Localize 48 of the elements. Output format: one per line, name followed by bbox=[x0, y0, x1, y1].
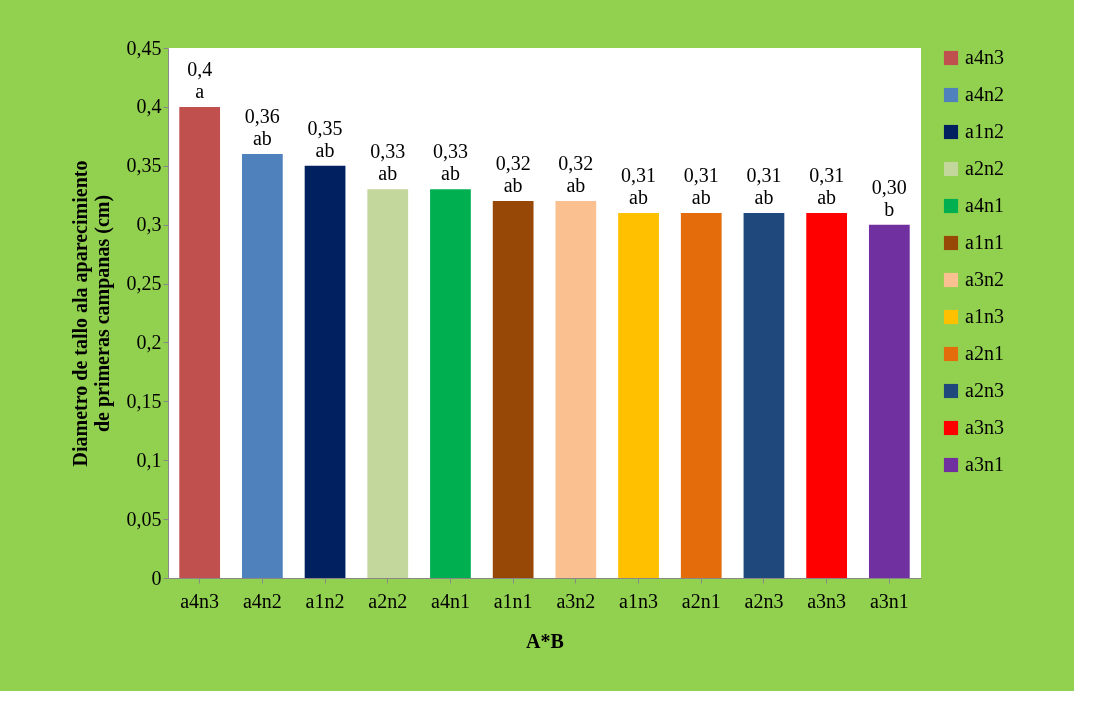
legend-label: a4n3 bbox=[965, 46, 1004, 68]
legend-label: a2n2 bbox=[965, 157, 1004, 179]
x-tick-label: a2n3 bbox=[744, 589, 784, 612]
x-tick-label: a3n1 bbox=[869, 589, 909, 612]
x-tick-label: a4n1 bbox=[431, 589, 470, 612]
text: 0,31 ab bbox=[621, 163, 657, 208]
text: 0,36 ab bbox=[244, 105, 280, 149]
y-axis-title: Diametro de tallo ala aparecimiento de primeras campanas (cm) bbox=[68, 160, 114, 467]
legend-label: a2n1 bbox=[965, 342, 1004, 364]
x-tick-label: a3n2 bbox=[556, 589, 596, 612]
y-tick-label: 0 bbox=[151, 566, 162, 589]
legend-label: a4n1 bbox=[965, 194, 1004, 216]
text: 0,31 ab bbox=[809, 163, 845, 208]
legend-label: a1n2 bbox=[965, 120, 1004, 142]
text: 0,4 a bbox=[187, 57, 213, 102]
legend-label: a3n1 bbox=[965, 453, 1004, 475]
text: 0,32 ab bbox=[495, 152, 531, 197]
y-tick-label: 0,3 bbox=[136, 213, 162, 236]
text: 0,35 ab bbox=[307, 116, 343, 161]
legend-label: a1n1 bbox=[965, 231, 1004, 253]
legend-label: a1n3 bbox=[965, 305, 1004, 327]
text: 0,32 ab bbox=[558, 152, 594, 197]
y-tick-label: 0,2 bbox=[136, 330, 162, 353]
x-tick-label: a1n2 bbox=[305, 589, 345, 612]
y-tick-label: 0,15 bbox=[126, 389, 162, 412]
x-tick-label: a4n3 bbox=[180, 589, 220, 612]
legend-label: a3n2 bbox=[965, 268, 1004, 290]
x-tick-label: a2n2 bbox=[368, 589, 408, 612]
text: 0,33 ab bbox=[432, 140, 468, 185]
text: 0,31 ab bbox=[746, 163, 782, 208]
y-tick-label: 0,45 bbox=[126, 36, 162, 59]
x-tick-label: a1n3 bbox=[619, 589, 658, 612]
text: 0,33 ab bbox=[370, 140, 406, 185]
legend-label: a2n3 bbox=[965, 379, 1004, 401]
legend-label: a4n2 bbox=[965, 83, 1004, 105]
y-tick-label: 0,35 bbox=[126, 154, 162, 177]
x-tick-label: a2n1 bbox=[681, 589, 721, 612]
x-tick-label: a4n2 bbox=[242, 589, 282, 612]
legend-label: a3n3 bbox=[965, 416, 1004, 438]
y-tick-label: 0,1 bbox=[136, 448, 162, 471]
y-tick-label: 0,4 bbox=[136, 95, 162, 118]
x-tick-label: a3n3 bbox=[807, 589, 847, 612]
y-tick-label: 0,25 bbox=[126, 272, 162, 295]
x-tick-label: a1n1 bbox=[493, 589, 533, 612]
y-tick-label: 0,05 bbox=[126, 507, 162, 530]
text: 0,31 ab bbox=[683, 163, 719, 208]
x-axis-title: A*B bbox=[526, 629, 564, 652]
text: 0,30 b bbox=[871, 175, 907, 220]
